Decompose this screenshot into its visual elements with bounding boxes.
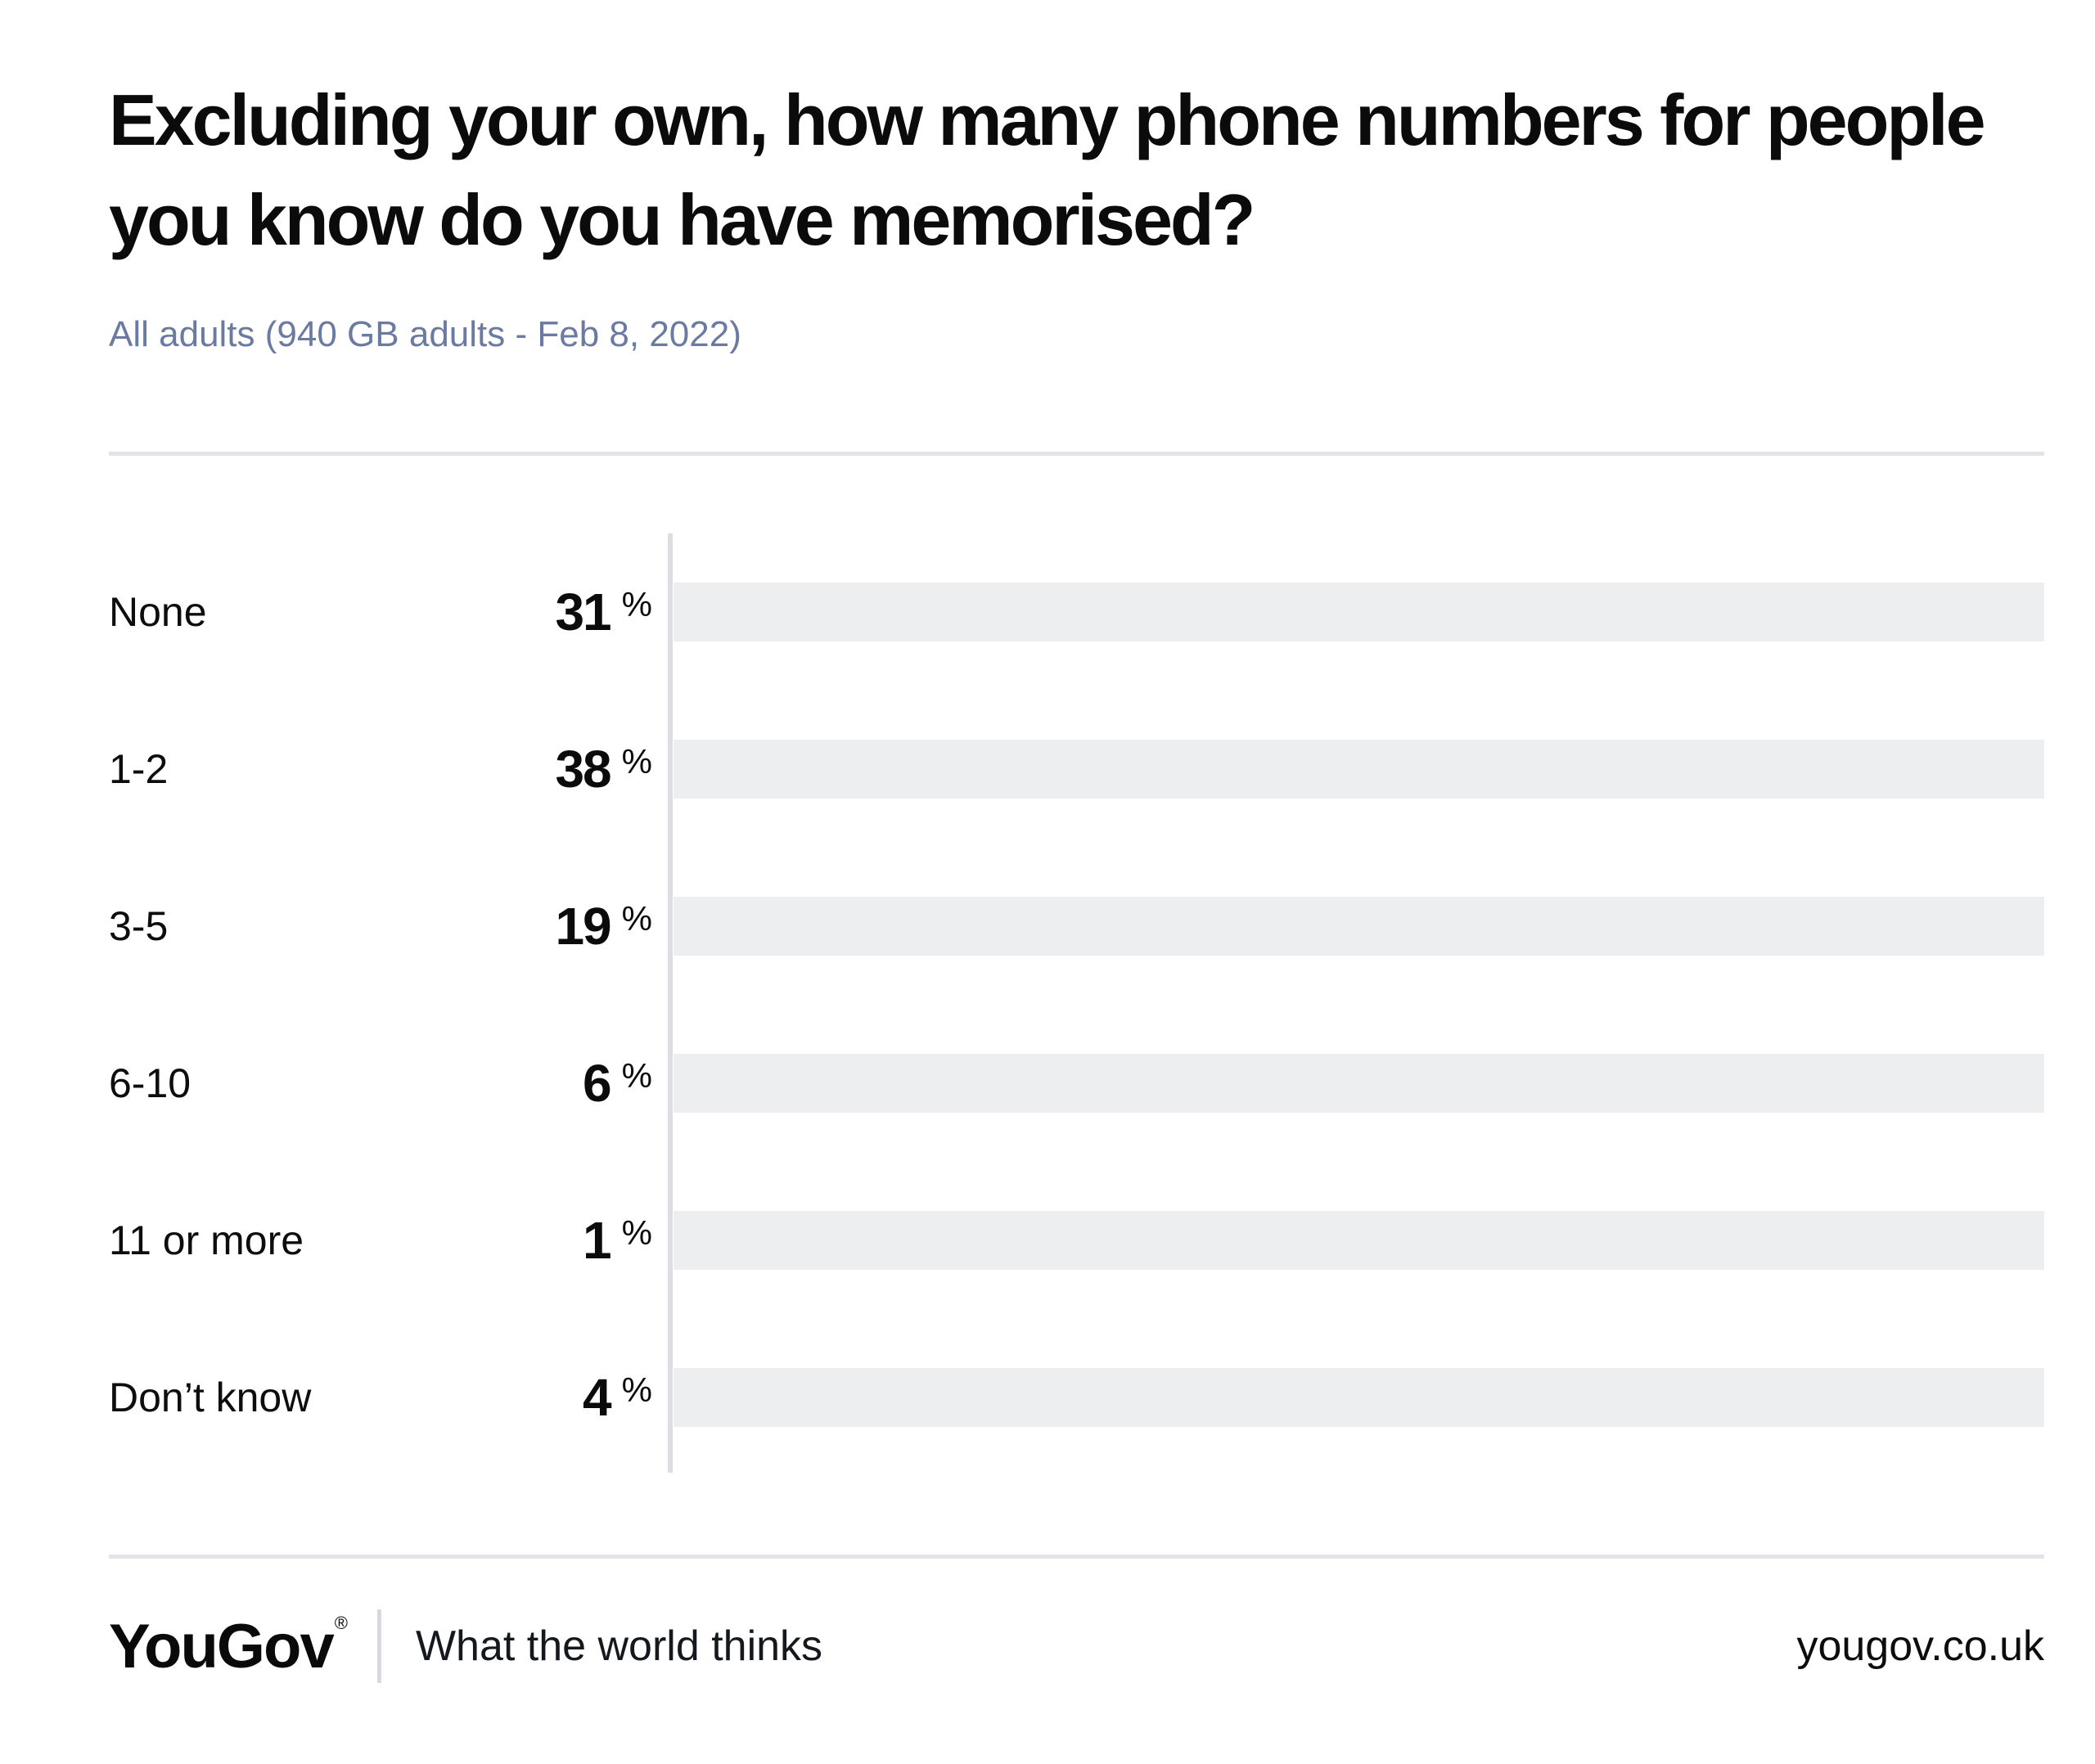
registered-trademark-symbol: ® [334,1612,348,1633]
category-label: 1-2 [109,746,169,792]
bar-track [674,583,2044,641]
percent-sign: % [621,742,652,781]
chart-row: 6-10 6 % [109,1054,2044,1113]
percent-sign: % [621,1056,652,1095]
value-number: 31 [555,583,611,641]
value-label: 1 % [109,1214,652,1267]
value-number: 1 [583,1211,612,1270]
value-label: 38 % [109,743,652,795]
chart-row: Don’t know 4 % [109,1368,2044,1427]
percent-sign: % [621,899,652,938]
category-label: Don’t know [109,1375,312,1420]
chart-row: None 31 % [109,583,2044,641]
value-label: 4 % [109,1371,652,1424]
percent-sign: % [621,585,652,623]
footer: YouGov® What the world thinks yougov.co.… [109,1597,2044,1695]
value-label: 6 % [109,1057,652,1109]
bar-track [674,1054,2044,1113]
chart-row: 3-5 19 % [109,897,2044,956]
logo-text: YouGov [109,1611,335,1681]
bottom-divider [109,1555,2044,1559]
chart-subtitle: All adults (940 GB adults - Feb 8, 2022) [109,314,741,354]
bar-track [674,740,2044,799]
category-label: None [109,589,207,635]
chart-row: 1-2 38 % [109,740,2044,799]
value-number: 6 [583,1054,612,1113]
percent-sign: % [621,1213,652,1252]
value-label: 31 % [109,586,652,638]
value-label: 19 % [109,900,652,952]
category-label: 11 or more [109,1217,304,1263]
chart-title: Excluding your own, how many phone numbe… [109,79,1986,260]
category-label: 6-10 [109,1060,191,1106]
bar-chart: None 31 % 1-2 38 % 3-5 19 % [109,583,2044,1427]
value-number: 4 [583,1368,612,1427]
value-number: 38 [555,740,611,799]
bar-track [674,897,2044,956]
category-label: 3-5 [109,903,169,949]
footer-divider [376,1609,381,1683]
chart-row: 11 or more 1 % [109,1211,2044,1270]
footer-tagline: What the world thinks [415,1622,823,1670]
value-number: 19 [555,897,611,956]
bar-track [674,1211,2044,1270]
top-divider [109,452,2044,456]
percent-sign: % [621,1370,652,1409]
yougov-logo: YouGov® [109,1611,348,1682]
bar-track [674,1368,2044,1427]
axis-line [668,533,673,1473]
footer-website: yougov.co.uk [1796,1622,2044,1670]
